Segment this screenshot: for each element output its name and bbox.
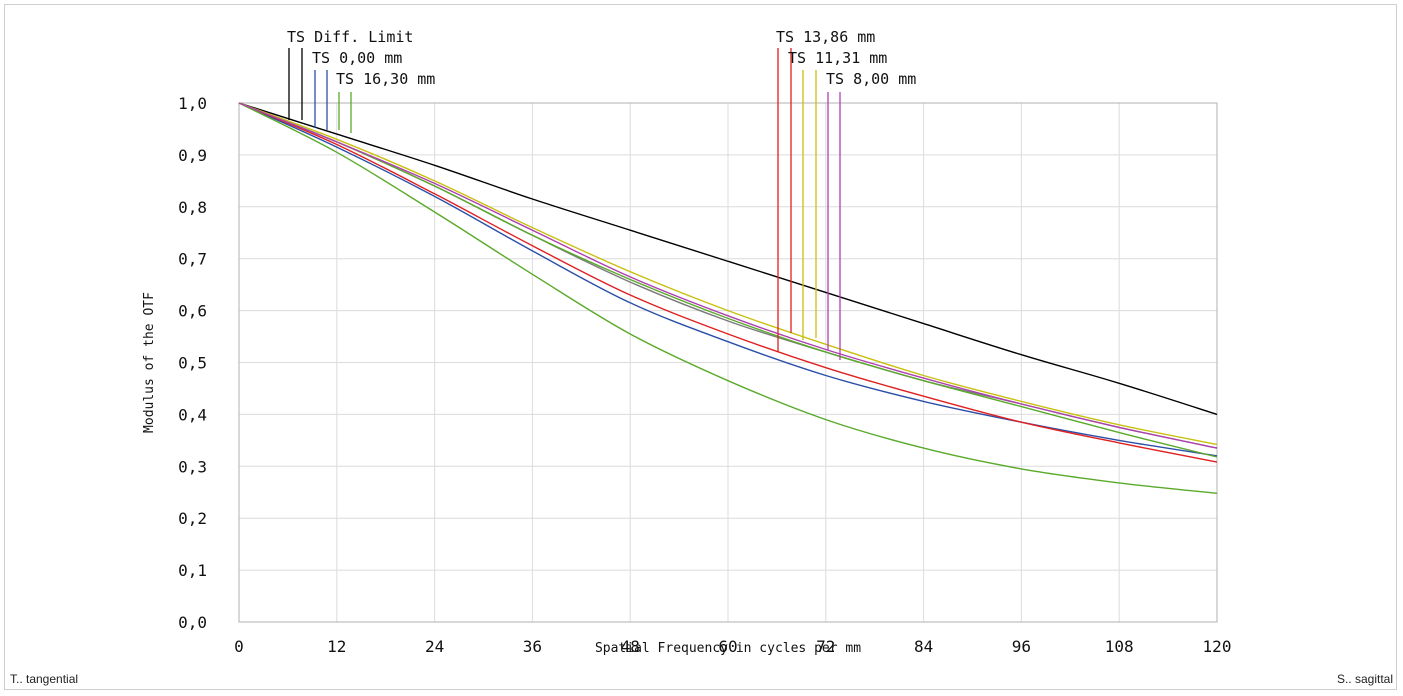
x-tick-label: 36 [523, 637, 542, 656]
y-tick-label: 0,9 [178, 146, 207, 165]
x-tick-label: 0 [234, 637, 244, 656]
legend-label: TS 11,31 mm [788, 49, 887, 67]
legend-right: TS 13,86 mm TS 11,31 mm TS 8,00 mm [776, 28, 916, 360]
x-tick-label: 12 [327, 637, 346, 656]
y-tick-label: 0,4 [178, 405, 207, 424]
y-tick-label: 0,3 [178, 457, 207, 476]
plot-area-border [238, 102, 1218, 623]
footer-tangential-note: T.. tangential [10, 672, 79, 686]
x-tick-label: 84 [914, 637, 933, 656]
y-tick-label: 0,1 [178, 561, 207, 580]
series-line-1 [238, 102, 1218, 416]
series-line-7 [238, 102, 1218, 446]
footer-sagittal-note: S.. sagittal [1336, 672, 1393, 686]
series-line-5 [238, 102, 1218, 494]
y-tick-label: 0,8 [178, 198, 207, 217]
curves [238, 102, 1218, 494]
x-tick-label: 120 [1203, 637, 1232, 656]
y-tick-labels: 0,0 0,1 0,2 0,3 0,4 0,5 0,6 0,7 0,8 0,9 1,0 [178, 94, 207, 632]
x-tick-label: 24 [425, 637, 444, 656]
legend-label: TS 8,00 mm [826, 70, 916, 88]
x-axis-label: Spatial Frequency in cycles per mm [595, 641, 861, 656]
x-tick-label: 60 [718, 637, 737, 656]
legend-left: TS Diff. Limit TS 0,00 mm TS 16,30 mm [287, 28, 435, 133]
y-tick-label: 0,5 [178, 354, 207, 373]
x-tick-label: 72 [816, 637, 835, 656]
series-line-6 [238, 102, 1218, 458]
legend-label: TS Diff. Limit [287, 28, 413, 46]
y-tick-label: 0,7 [178, 250, 207, 269]
legend-label: TS 0,00 mm [312, 49, 402, 67]
chart-frame [4, 4, 1397, 690]
y-tick-label: 1,0 [178, 94, 207, 113]
y-axis-label: Modulus of the OTF [142, 292, 157, 433]
grid [239, 103, 1217, 622]
legend-label: TS 13,86 mm [776, 28, 875, 46]
x-tick-label: 48 [621, 637, 640, 656]
y-tick-label: 0,2 [178, 509, 207, 528]
x-tick-label: 108 [1105, 637, 1134, 656]
y-tick-label: 0,6 [178, 302, 207, 321]
legend-label: TS 16,30 mm [336, 70, 435, 88]
y-tick-label: 0,0 [178, 613, 207, 632]
x-tick-label: 96 [1012, 637, 1031, 656]
series-line-4 [238, 102, 1218, 463]
x-tick-labels: 0 12 24 36 48 60 72 84 96 108 120 [234, 637, 1231, 656]
series-line-8 [238, 102, 1218, 449]
